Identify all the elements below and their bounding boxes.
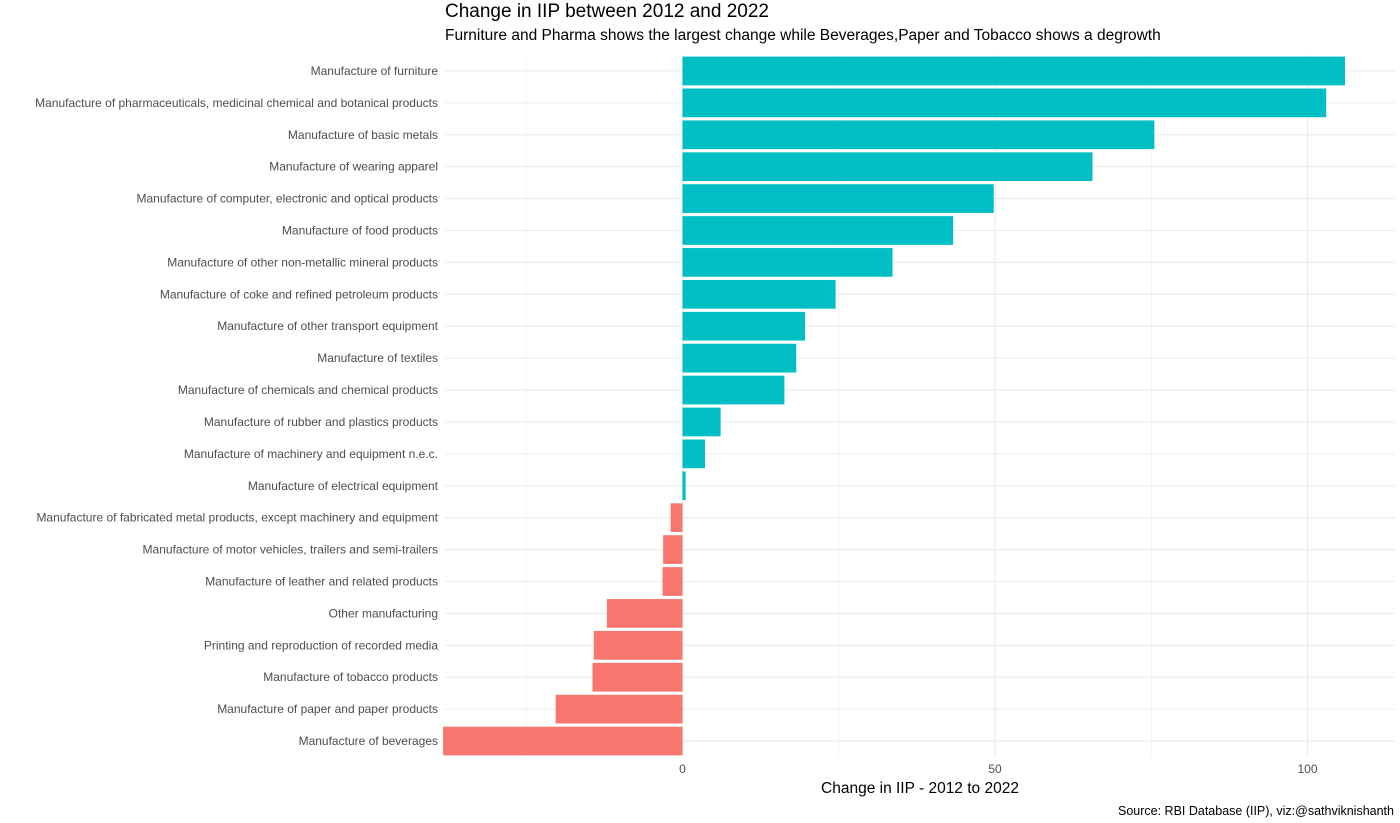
category-label: Manufacture of food products [282,224,438,238]
category-label: Manufacture of beverages [299,734,438,748]
bar [592,662,683,692]
category-label: Manufacture of pharmaceuticals, medicina… [35,96,438,110]
bar [682,184,994,213]
chart-subtitle: Furniture and Pharma shows the largest c… [445,27,1161,44]
category-label: Manufacture of furniture [311,64,439,78]
bar [682,248,893,277]
bar [555,694,683,724]
category-label: Manufacture of computer, electronic and … [137,192,439,206]
category-label: Manufacture of motor vehicles, trailers … [143,543,438,557]
x-tick-label: 100 [1297,762,1317,776]
bar [443,726,683,756]
bar [682,343,797,373]
x-axis-label: Change in IIP - 2012 to 2022 [821,780,1019,797]
chart-title: Change in IIP between 2012 and 2022 [445,1,769,22]
category-label: Manufacture of fabricated metal products… [36,511,438,525]
bar [663,535,683,564]
category-label: Manufacture of rubber and plastics produ… [204,415,438,429]
x-tick-label: 0 [679,762,686,776]
bar [682,56,1345,86]
category-label: Manufacture of electrical equipment [248,479,439,493]
bar [662,567,683,596]
category-label: Manufacture of chemicals and chemical pr… [178,383,438,397]
bar [682,407,721,437]
category-label: Manufacture of basic metals [288,128,438,142]
category-label: Manufacture of coke and refined petroleu… [160,287,438,301]
x-tick-labels: 0 50 100 [679,762,1318,776]
category-label: Other manufacturing [329,606,438,620]
bar [682,120,1155,150]
bar [593,630,683,660]
category-label: Manufacture of machinery and equipment n… [184,447,438,461]
bar [670,503,683,533]
bar [682,471,686,501]
bar [682,279,836,309]
source-caption: Source: RBI Database (IIP), viz:@sathvik… [1117,804,1394,818]
category-label: Manufacture of other non-metallic minera… [167,255,438,269]
bars [443,56,1345,756]
category-labels: Manufacture of furniture Manufacture of p… [35,64,439,748]
x-tick-label: 50 [988,762,1002,776]
bar [682,311,805,341]
category-label: Manufacture of tobacco products [263,670,438,684]
bar [682,88,1327,118]
bar [606,599,683,628]
bar [682,439,705,469]
bar [682,152,1093,182]
bar [682,216,954,245]
category-label: Manufacture of paper and paper products [217,702,438,716]
category-label: Printing and reproduction of recorded me… [204,638,438,652]
category-label: Manufacture of wearing apparel [269,160,438,174]
category-label: Manufacture of other transport equipment [217,319,438,333]
category-label: Manufacture of leather and related produ… [205,575,438,589]
bar [682,375,785,405]
category-label: Manufacture of textiles [317,351,438,365]
